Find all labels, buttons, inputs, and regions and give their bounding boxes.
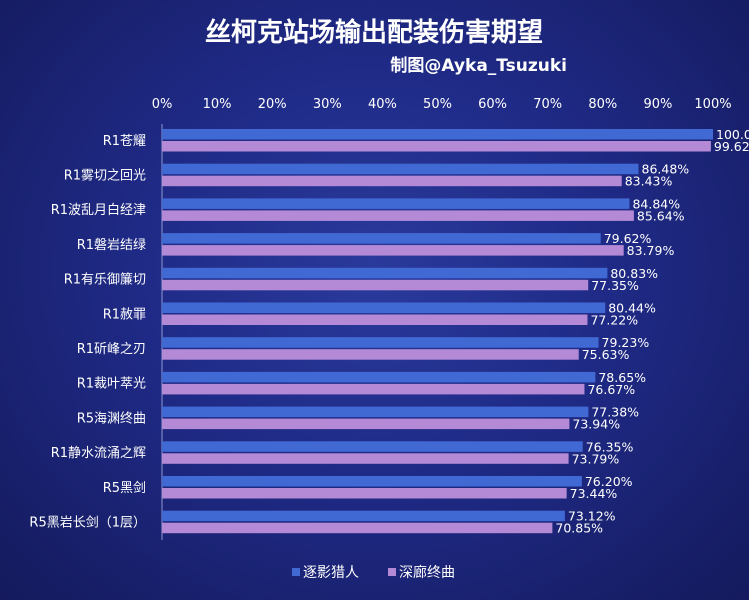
value-label: 76.35% [586, 439, 634, 454]
legend-swatch [388, 568, 396, 576]
bar-series-2 [162, 210, 634, 221]
bar-series-1 [162, 198, 630, 209]
bar-series-1 [162, 510, 565, 522]
value-label: 80.44% [608, 301, 656, 316]
value-label: 78.65% [598, 370, 646, 385]
bar-series-1 [162, 233, 601, 244]
x-tick-label: 20% [258, 97, 287, 112]
value-label: 76.20% [585, 474, 633, 489]
bar-series-2 [162, 141, 711, 152]
category-label: R5黑岩长剑（1层） [29, 514, 146, 530]
x-tick-label: 40% [368, 97, 397, 112]
x-tick-label: 30% [313, 97, 342, 112]
category-label: R1斫峰之刃 [77, 342, 146, 357]
category-label: R1静水流涌之辉 [51, 446, 146, 461]
value-label: 73.44% [570, 486, 618, 501]
value-label: 85.64% [637, 208, 685, 223]
value-labels: 100.00% 86.48% 84.84% 79.62% 80.83% 80.44% 79.… [555, 127, 749, 536]
value-label: 100.00% [716, 127, 749, 142]
category-label: R1苍耀 [103, 134, 146, 149]
x-tick-label: 100% [694, 97, 731, 112]
value-label: 77.38% [591, 405, 639, 420]
bar-series-2 [162, 383, 585, 395]
x-tick-label: 60% [478, 97, 507, 112]
value-label: 79.23% [602, 335, 650, 350]
chart-title: 丝柯克站场输出配装伤害期望 [205, 17, 543, 48]
bar-series-1 [162, 337, 599, 348]
x-tick-label: 0% [152, 97, 173, 112]
x-tick-label: 90% [643, 97, 672, 112]
category-label: R1雾切之回光 [64, 168, 146, 183]
category-label: R1赦罪 [103, 306, 146, 322]
bar-series-2 [162, 488, 567, 499]
category-label: R1波乱月白经津 [51, 202, 146, 218]
category-label: R5海渊终曲 [77, 410, 146, 426]
bar-series-2 [162, 245, 624, 256]
x-tick-label: 80% [588, 97, 617, 112]
value-label: 73.12% [568, 509, 616, 524]
bar-series-2 [162, 175, 622, 187]
category-label: R1裁叶萃光 [77, 376, 146, 392]
category-labels: R1苍耀 R1雾切之回光 R1波乱月白经津 R1磐岩结绿 R1有乐御簾切 R1赦罪 R1斫峰… [29, 134, 146, 531]
bar-series-1 [162, 267, 608, 279]
chart-subtitle: 制图@Ayka_Tsuzuki [390, 55, 567, 76]
legend-label: 深廊终曲 [399, 564, 455, 581]
bar-series-1 [162, 302, 606, 313]
bar-series-1 [162, 441, 583, 452]
value-label: 70.85% [555, 521, 603, 536]
bar-series-1 [162, 129, 713, 140]
bar-series-1 [162, 406, 589, 418]
bar-series-2 [162, 418, 570, 430]
bar-series-2 [162, 522, 553, 534]
value-label: 83.79% [627, 243, 675, 258]
bar-series-1 [162, 163, 639, 175]
bars [162, 129, 713, 534]
legend-swatch [292, 568, 300, 576]
value-label: 99.62% [714, 139, 749, 154]
bar-series-1 [162, 371, 596, 383]
x-axis-ticks: 0% 10% 20% 30% 40% 50% 60% 70% 80% 90% 100% [152, 97, 732, 112]
category-label: R5黑剑 [103, 480, 146, 496]
value-label: 77.35% [591, 278, 639, 293]
value-label: 77.22% [590, 313, 638, 328]
bar-series-2 [162, 453, 569, 464]
value-label: 84.84% [632, 196, 680, 211]
bar-series-2 [162, 279, 589, 291]
value-label: 73.94% [572, 417, 620, 432]
category-label: R1有乐御簾切 [64, 272, 146, 288]
legend-label: 逐影猎人 [303, 565, 359, 581]
value-label: 83.43% [625, 174, 673, 189]
value-label: 75.63% [582, 347, 630, 362]
bar-series-1 [162, 476, 582, 487]
value-label: 73.79% [572, 451, 620, 466]
value-label: 79.62% [604, 231, 652, 246]
x-tick-label: 50% [423, 97, 452, 112]
bar-series-2 [162, 314, 588, 325]
value-label: 76.67% [587, 382, 635, 397]
category-label: R1磐岩结绿 [77, 238, 146, 253]
value-label: 80.83% [610, 266, 658, 281]
value-label: 86.48% [642, 162, 690, 177]
x-tick-label: 10% [203, 97, 232, 112]
x-tick-label: 70% [533, 97, 562, 112]
legend: 逐影猎人 深廊终曲 [292, 564, 455, 581]
bar-series-2 [162, 349, 579, 360]
